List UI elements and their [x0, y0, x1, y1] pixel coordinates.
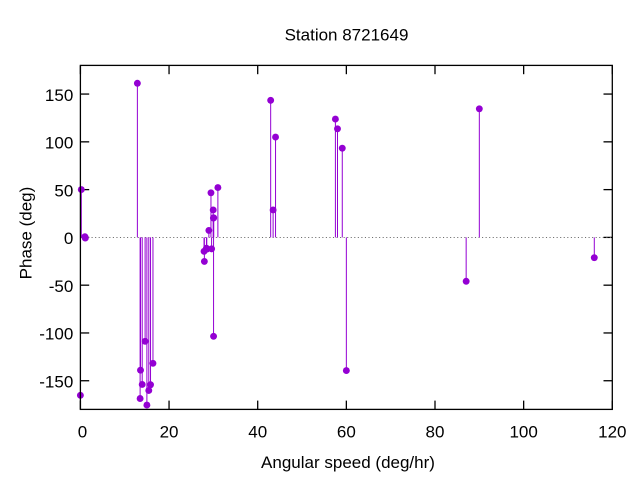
svg-text:100: 100 [45, 134, 73, 153]
svg-text:Phase (deg): Phase (deg) [17, 187, 36, 280]
svg-text:120: 120 [598, 422, 626, 441]
svg-text:50: 50 [54, 181, 73, 200]
svg-text:0: 0 [78, 422, 87, 441]
svg-text:Angular speed (deg/hr): Angular speed (deg/hr) [261, 453, 435, 472]
svg-text:40: 40 [248, 422, 267, 441]
svg-text:80: 80 [426, 422, 445, 441]
svg-text:20: 20 [160, 422, 179, 441]
svg-text:100: 100 [509, 422, 537, 441]
svg-text:-50: -50 [49, 277, 74, 296]
svg-text:150: 150 [45, 86, 73, 105]
svg-text:-100: -100 [39, 325, 73, 344]
svg-text:0: 0 [64, 229, 73, 248]
svg-text:60: 60 [337, 422, 356, 441]
svg-text:-150: -150 [39, 372, 73, 391]
svg-text:Station 8721649: Station 8721649 [285, 25, 409, 44]
